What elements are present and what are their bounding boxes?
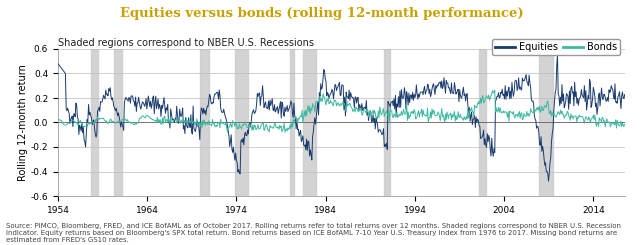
Text: Shaded regions correspond to NBER U.S. Recessions: Shaded regions correspond to NBER U.S. R…: [58, 37, 314, 48]
Text: Equities versus bonds (rolling 12-month performance): Equities versus bonds (rolling 12-month …: [120, 7, 524, 20]
Bar: [539, 49, 553, 196]
Bar: [200, 49, 209, 196]
Bar: [114, 49, 122, 196]
Bar: [290, 49, 294, 196]
Text: Source: PIMCO, Bloomberg, FRED, and ICE BofAML as of October 2017. Rolling retur: Source: PIMCO, Bloomberg, FRED, and ICE …: [6, 222, 621, 243]
Bar: [384, 49, 390, 196]
Legend: Equities, Bonds: Equities, Bonds: [493, 39, 620, 55]
Bar: [235, 49, 247, 196]
Y-axis label: Rolling 12-month return: Rolling 12-month return: [18, 64, 28, 181]
Bar: [479, 49, 486, 196]
Bar: [303, 49, 316, 196]
Bar: [91, 49, 98, 196]
